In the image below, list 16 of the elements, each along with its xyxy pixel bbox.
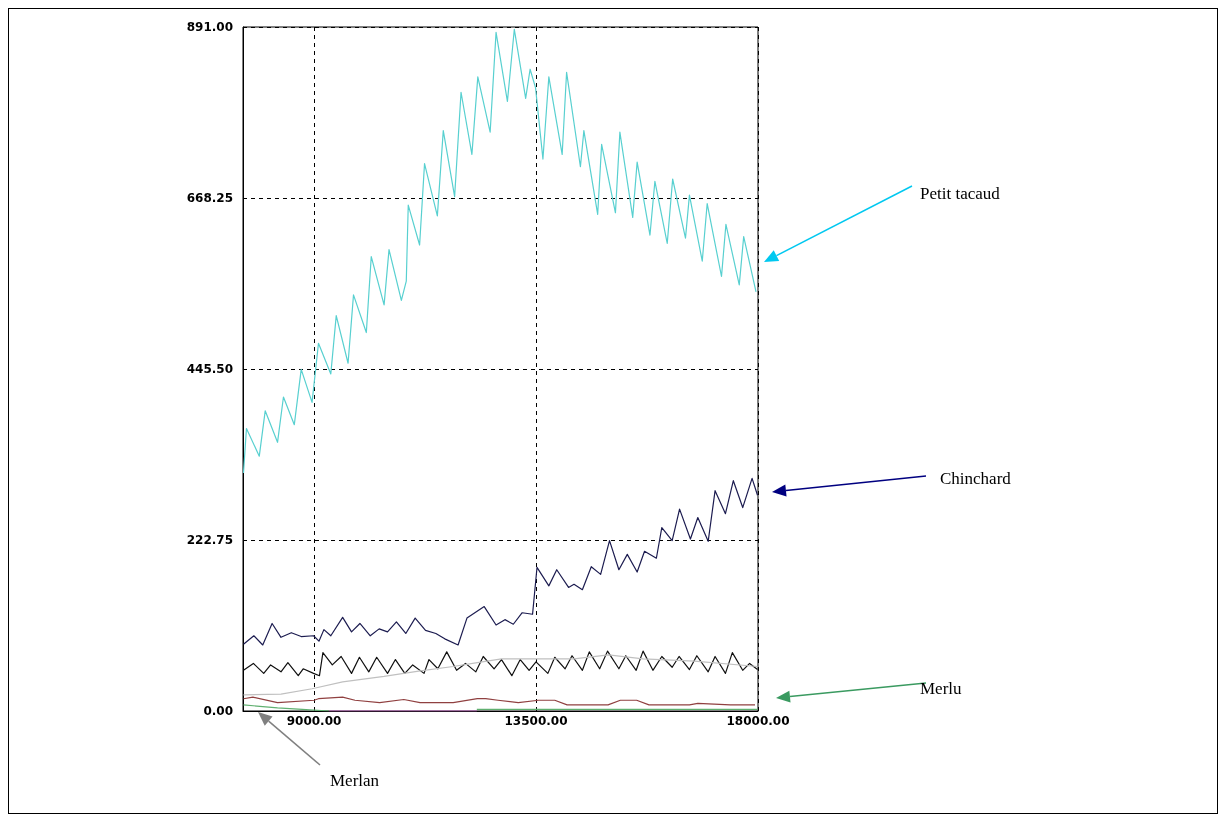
- y-tick-label: 445.50: [186, 362, 233, 376]
- line-series: [242, 696, 756, 706]
- y-tick-label: 0.00: [203, 704, 233, 718]
- line-series: [242, 650, 759, 677]
- text: Chinchard: [940, 468, 1012, 488]
- text: Petit tacaud: [920, 183, 1001, 203]
- x-tick-label: 13500.00: [504, 714, 568, 728]
- y-tick-label: 222.75: [186, 533, 233, 547]
- text: Merlu: [920, 678, 963, 698]
- x-tick-label: 9000.00: [286, 714, 342, 728]
- y-tick-label: 891.00: [186, 20, 233, 34]
- x-tick-label: 18000.00: [726, 714, 790, 728]
- text: Merlan: [330, 770, 380, 790]
- line-series: [242, 477, 759, 646]
- line-series: [242, 654, 759, 696]
- y-tick-label: 668.25: [186, 191, 233, 205]
